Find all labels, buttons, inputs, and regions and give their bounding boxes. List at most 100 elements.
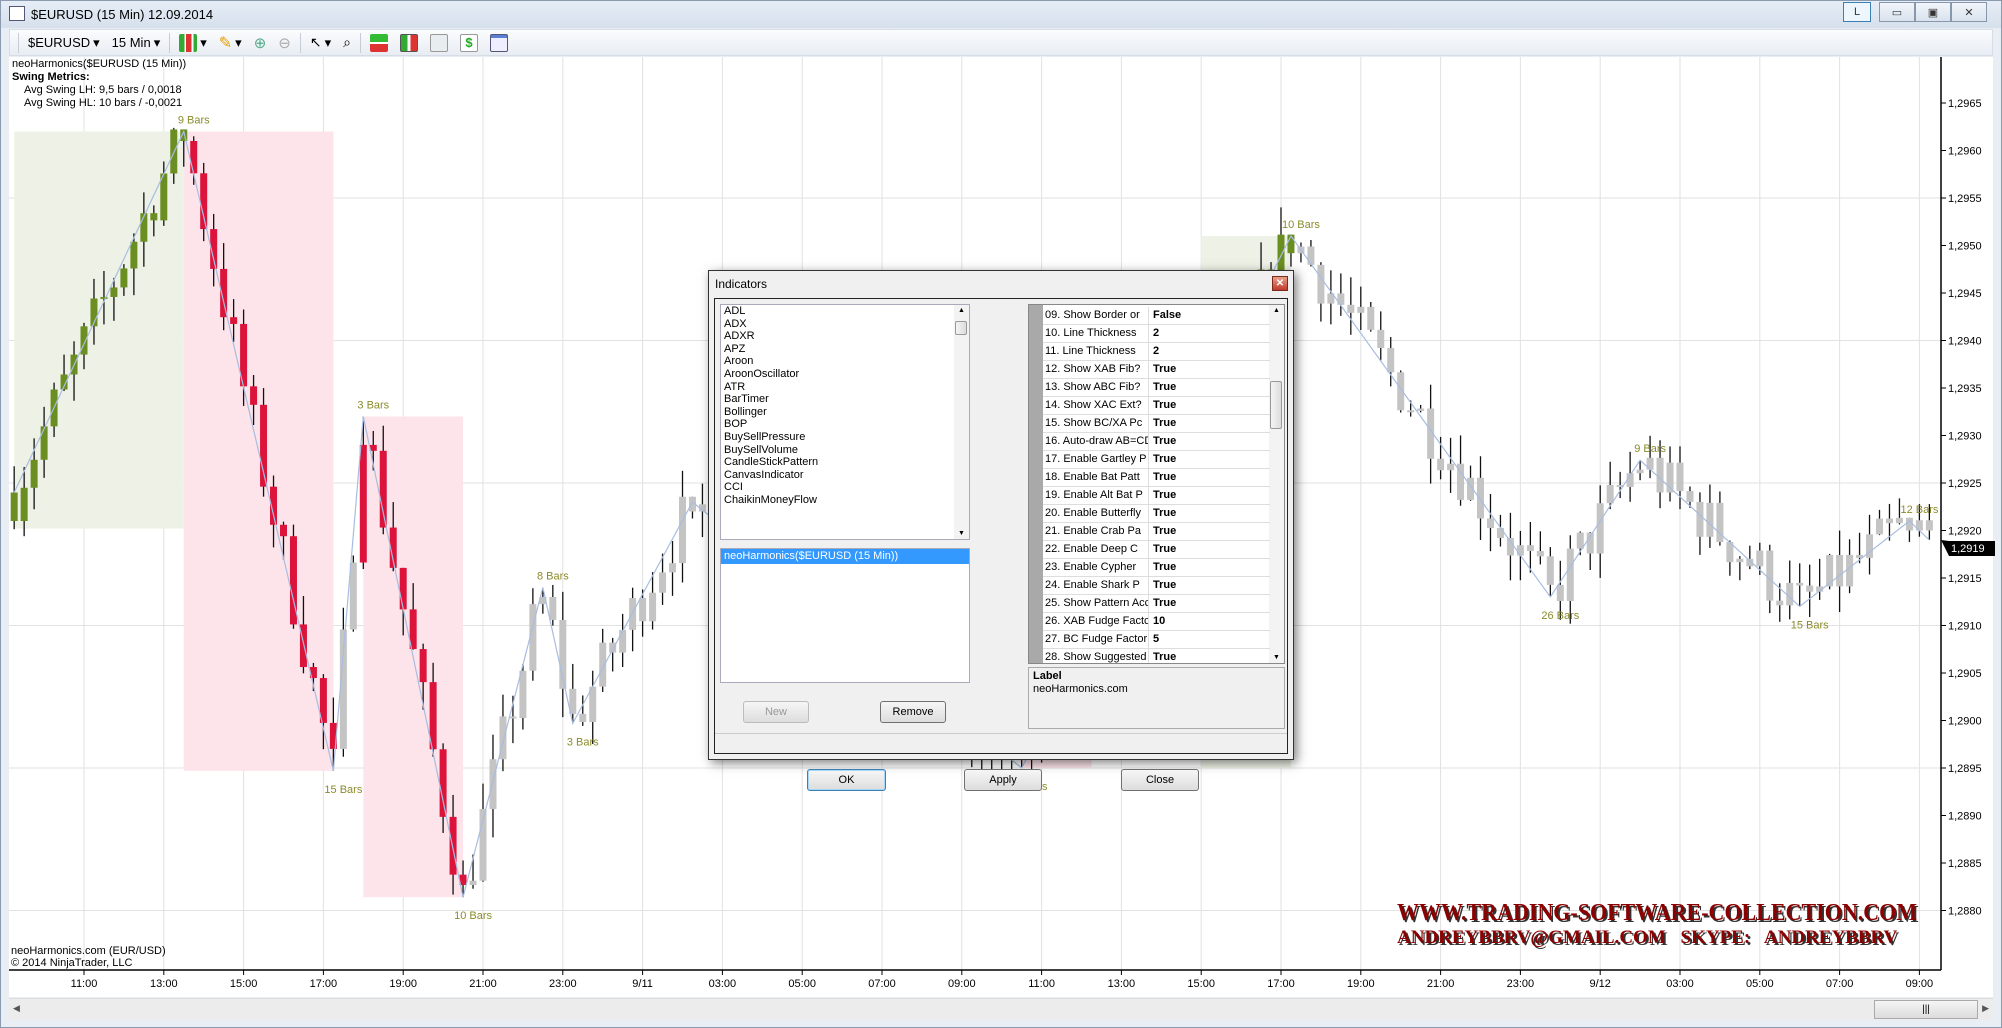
cursor-button[interactable]: ↖ ▾ [307,32,334,54]
property-row[interactable]: 21. Enable Crab Pa True [1043,523,1270,541]
property-row[interactable]: 24. Enable Shark P True [1043,577,1270,595]
property-value[interactable]: True [1153,453,1177,465]
property-value[interactable]: 2 [1153,327,1160,339]
close-button[interactable]: Close [1121,769,1199,791]
property-row[interactable]: 26. XAB Fudge Factc 10 [1043,613,1270,631]
indicator-list-item[interactable]: AroonOscillator [724,367,800,380]
property-row[interactable]: 11. Line Thickness 2 [1043,343,1270,361]
chart-style-button[interactable]: ▾ [176,32,210,54]
new-button[interactable]: New [743,701,809,723]
property-row[interactable]: 22. Enable Deep C True [1043,541,1270,559]
property-row[interactable]: 25. Show Pattern Acc True [1043,595,1270,613]
property-value[interactable]: True [1153,381,1177,393]
scroll-down-arrow[interactable]: ▼ [958,530,965,537]
property-value[interactable]: True [1153,579,1177,591]
drawing-tools-button[interactable]: ✎ ▾ [216,32,245,54]
apply-button[interactable]: Apply [964,769,1042,791]
scroll-up-arrow[interactable]: ▲ [1273,307,1280,314]
property-value[interactable]: 10 [1153,615,1166,627]
property-row[interactable]: 12. Show XAB Fib? True [1043,361,1270,379]
property-name: 09. Show Border or [1045,307,1149,324]
property-row[interactable]: 15. Show BC/XA Pc True [1043,415,1270,433]
candle-body [180,129,188,141]
candle-body [130,241,138,269]
property-value[interactable]: False [1153,309,1182,321]
scroll-up-arrow[interactable]: ▲ [958,307,965,314]
property-value[interactable]: True [1153,471,1177,483]
interval-selector[interactable]: 15 Min ▾ [109,32,164,54]
property-value[interactable]: True [1153,561,1177,573]
property-scrollbar[interactable]: ▲ ▼ [1269,305,1284,663]
strategies-button[interactable]: $ [457,32,481,54]
applied-indicator-item[interactable]: neoHarmonics($EURUSD (15 Min)) [721,549,969,564]
zoom-in-button[interactable]: ⊕ [251,32,270,54]
scroll-left-arrow[interactable]: ◀ [13,1003,20,1013]
indicator-list-item[interactable]: BarTimer [724,393,769,406]
indicator-list-item[interactable]: CandleStickPattern [724,456,819,469]
properties-button[interactable] [487,32,511,54]
indicator-list-item[interactable]: BuySellPressure [724,430,806,443]
zoom-out-button[interactable]: ⊖ [275,32,294,54]
property-row[interactable]: 10. Line Thickness 2 [1043,325,1270,343]
indicator-list-item[interactable]: BOP [724,418,748,431]
property-row[interactable]: 16. Auto-draw AB=CD True [1043,433,1270,451]
scroll-down-arrow[interactable]: ▼ [1273,654,1280,661]
indicator-list-item[interactable]: APZ [724,342,746,355]
property-value[interactable]: True [1153,399,1177,411]
close-window-button[interactable]: ✕ [1951,2,1987,22]
list-scrollbar[interactable]: ▲ ▼ [954,305,969,539]
indicator-list-item[interactable]: Bollinger [724,405,767,418]
data-box-button[interactable]: ⌕ [340,32,354,54]
dialog-close-icon[interactable]: ✕ [1272,276,1288,291]
bar-type-button[interactable] [397,32,421,54]
property-value[interactable]: 5 [1153,633,1160,645]
property-value[interactable]: True [1153,525,1177,537]
property-value[interactable]: True [1153,597,1177,609]
indicator-list-item[interactable]: CanvasIndicator [724,468,804,481]
indicators-button[interactable] [427,32,451,54]
indicator-list-item[interactable]: ATR [724,380,746,393]
property-value[interactable]: True [1153,435,1177,447]
indicator-list-item[interactable]: Aroon [724,355,754,368]
property-row[interactable]: 19. Enable Alt Bat P True [1043,487,1270,505]
property-row[interactable]: 13. Show ABC Fib? True [1043,379,1270,397]
property-grid[interactable]: ▲ ▼ 09. Show Border or False 10. Line Thick… [1028,304,1285,664]
property-row[interactable]: 09. Show Border or False [1043,307,1270,325]
property-value[interactable]: True [1153,651,1177,663]
property-value[interactable]: True [1153,417,1177,429]
applied-indicators-list[interactable]: neoHarmonics($EURUSD (15 Min)) [720,548,970,683]
candle-body [40,426,48,460]
horizontal-scrollbar[interactable]: ◀ ||| ▶ [9,998,1993,1020]
property-row[interactable]: 27. BC Fudge Factor 5 [1043,631,1270,649]
property-row[interactable]: 17. Enable Gartley P True [1043,451,1270,469]
property-row[interactable]: 23. Enable Cypher True [1043,559,1270,577]
indicator-list-item[interactable]: ADL [724,305,746,317]
maximize-button[interactable]: ▣ [1915,2,1951,22]
scroll-right-arrow[interactable]: ▶ [1982,1003,1989,1013]
property-value[interactable]: True [1153,507,1177,519]
property-value[interactable]: True [1153,543,1177,555]
property-row[interactable]: 20. Enable Butterfly True [1043,505,1270,523]
footer-copyright: © 2014 NinjaTrader, LLC [11,957,133,969]
property-value[interactable]: 2 [1153,345,1160,357]
chart-trader-button[interactable] [367,32,391,54]
property-value[interactable]: True [1153,363,1177,375]
remove-button[interactable]: Remove [880,701,946,723]
indicator-list-item[interactable]: ADXR [724,330,755,343]
minimize-button[interactable]: ▭ [1879,2,1915,22]
available-indicators-list[interactable]: ▲ ▼ ADL ADX ADXR APZ Aroon AroonOscillator ATR B… [720,304,970,540]
indicator-list-item[interactable]: ChaikinMoneyFlow [724,493,817,506]
ok-button[interactable]: OK [807,769,886,791]
property-value[interactable]: True [1153,489,1177,501]
property-row[interactable]: 18. Enable Bat Patt True [1043,469,1270,487]
indicator-list-item[interactable]: CCI [724,481,743,494]
property-row[interactable]: 14. Show XAC Ext? True [1043,397,1270,415]
candle [1606,461,1614,510]
property-row[interactable]: 28. Show Suggested True [1043,649,1270,663]
instrument-selector[interactable]: $EURUSD ▾ [25,32,103,54]
indicator-list-item[interactable]: BuySellVolume [724,443,798,456]
indicator-list-item[interactable]: ADX [724,317,747,330]
link-button[interactable]: L [1843,2,1871,22]
cursor-arrow-icon: ↖ [309,34,322,50]
scrollbar-thumb[interactable]: ||| [1874,1000,1978,1019]
